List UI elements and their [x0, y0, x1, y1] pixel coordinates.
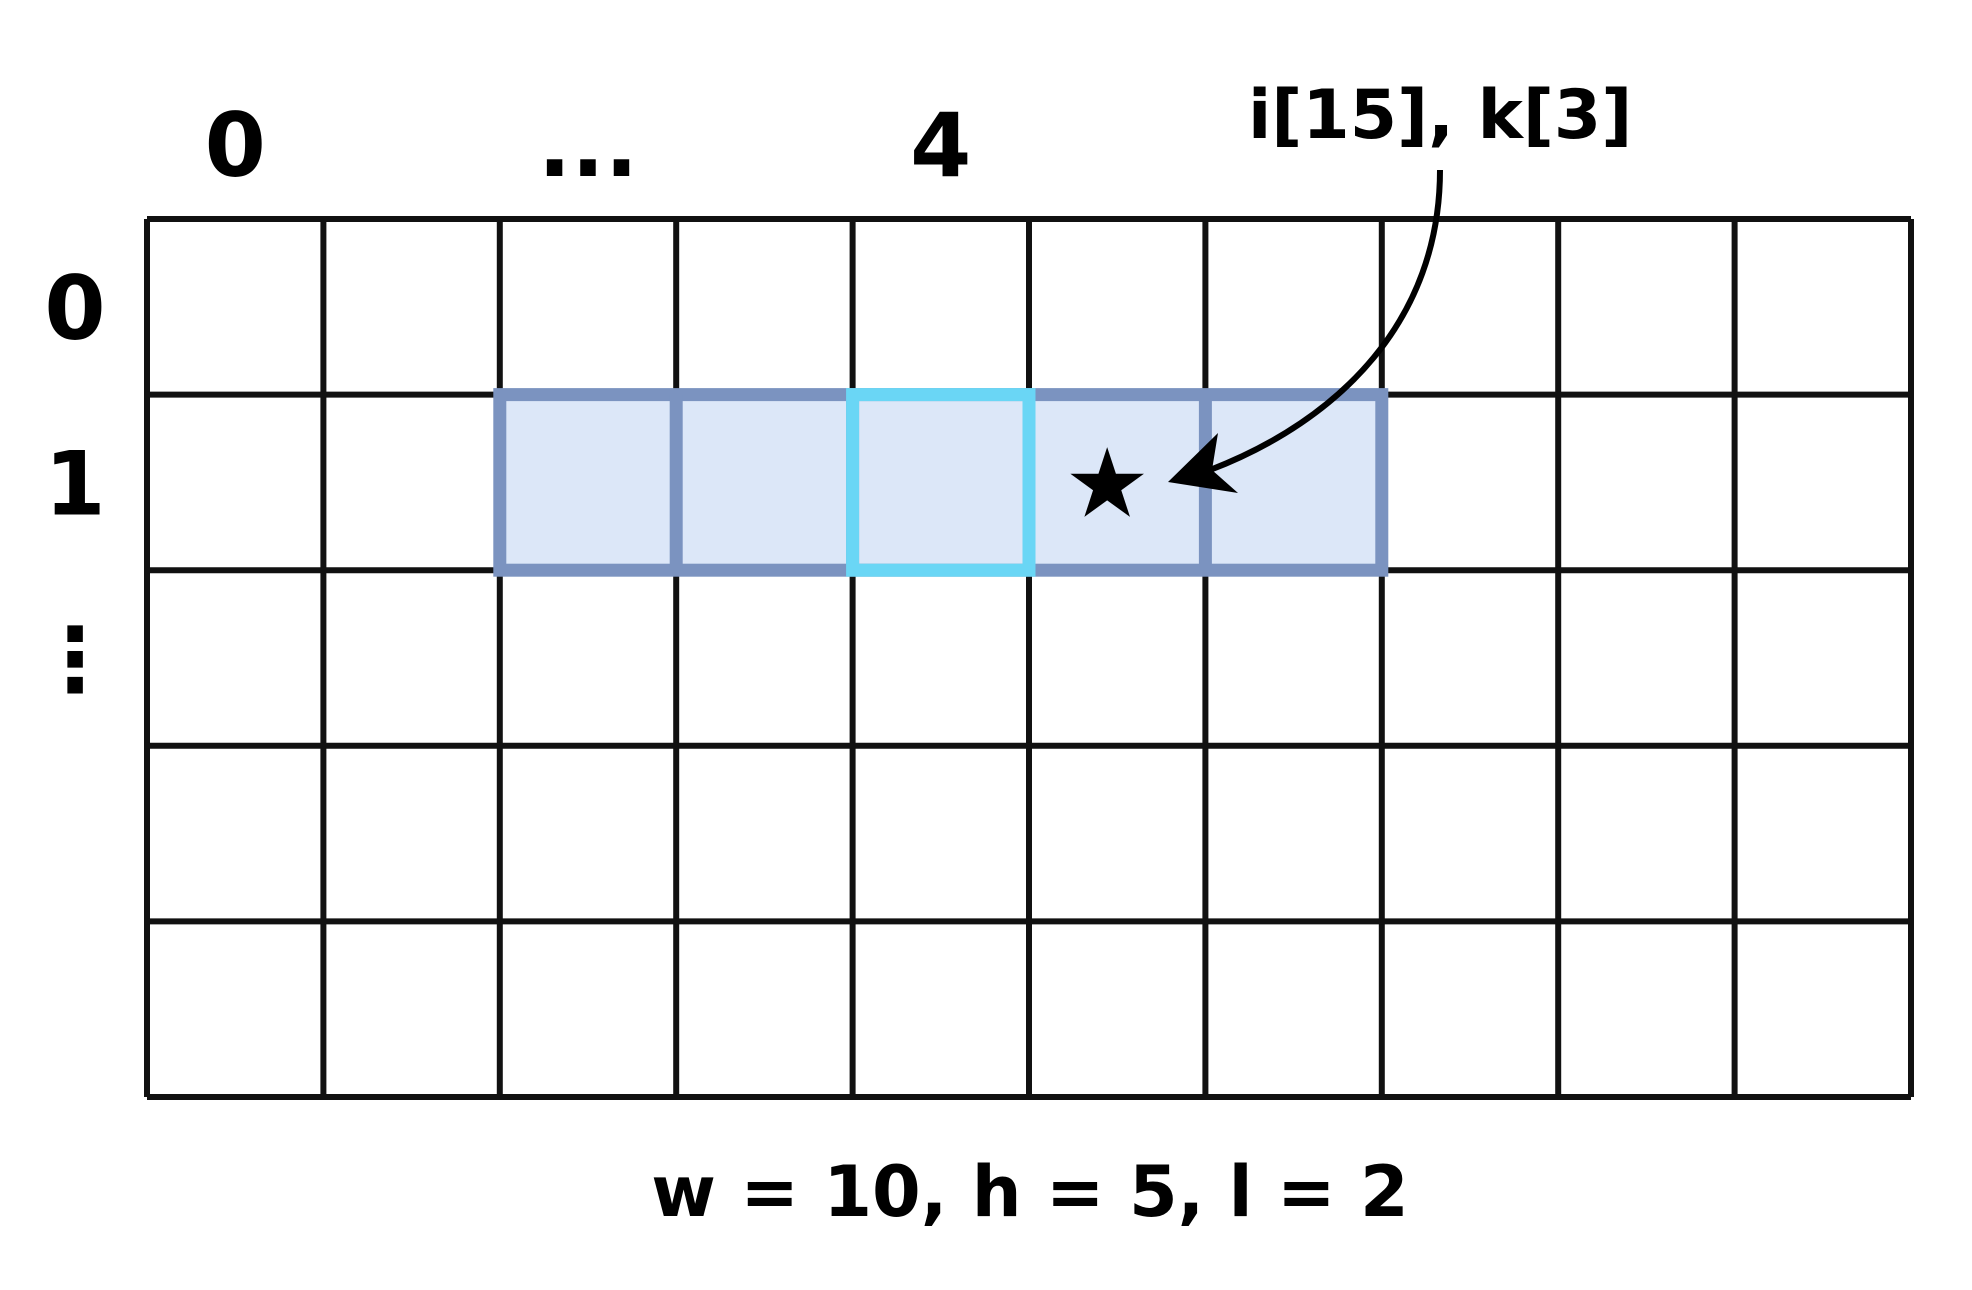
- annotation-arrowhead: [1168, 433, 1238, 493]
- grid: [144, 216, 1914, 1100]
- column-label: 4: [910, 94, 971, 197]
- column-label: ...: [538, 94, 638, 197]
- window-fill: [499, 394, 1382, 571]
- parameters-caption: w = 10, h = 5, l = 2: [651, 1151, 1408, 1233]
- row-label: 0: [44, 257, 105, 360]
- annotation-label: i[15], k[3]: [1248, 76, 1632, 155]
- row-label: 1: [44, 432, 105, 535]
- column-labels: 0... 4: [205, 94, 972, 197]
- target-star-icon: ★: [1064, 427, 1150, 539]
- column-label: 0: [205, 94, 266, 197]
- annotation-arrow: [1208, 169, 1443, 473]
- row-label: ⋮: [31, 608, 119, 711]
- row-labels: 0 1 ⋮: [31, 257, 119, 711]
- center-cell-highlight: [846, 388, 1036, 577]
